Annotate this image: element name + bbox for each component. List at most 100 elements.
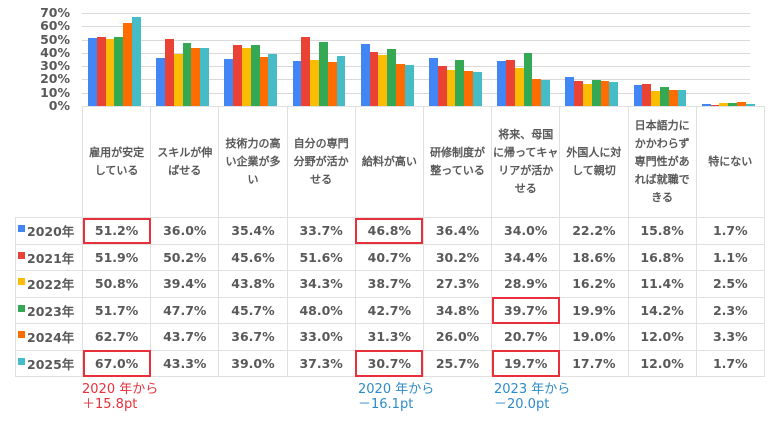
bar (472, 71, 482, 106)
bar (541, 79, 550, 106)
table-corner (15, 106, 83, 218)
legend-year: 2022年 (15, 270, 83, 298)
table-cell: 25.7% (422, 349, 493, 377)
bar (360, 43, 370, 106)
bar (582, 84, 592, 106)
annotation-line2: ＋15.8pt (82, 397, 138, 412)
bar (164, 39, 174, 106)
bar (668, 90, 678, 106)
y-tick-label: 50% (40, 31, 70, 47)
bar (250, 45, 260, 106)
table-cell: 35.4% (218, 217, 288, 245)
bar-group (292, 0, 346, 106)
gridline (82, 39, 750, 41)
bar-group (429, 0, 482, 106)
annotation-employment-stable: 2020 年から ＋15.8pt (82, 382, 158, 412)
table-cell: 28.9% (491, 270, 561, 298)
table-cell: 19.7% (491, 349, 561, 377)
y-tick-label: 60% (40, 18, 70, 34)
category-header: 外国人に対 して親切 (559, 106, 629, 218)
bar (677, 90, 687, 106)
category-header: スキルが伸 ばせる (150, 106, 220, 218)
bar (123, 22, 132, 106)
table-cell: 51.7% (81, 296, 152, 324)
table-row: 2021年 51.9% 50.2% 45.6% 51.6% 40.7% 30.2% 34.4%… (15, 243, 765, 271)
bar (182, 42, 192, 106)
table-cell: 2.5% (695, 270, 765, 298)
table-cell: 47.7% (150, 296, 220, 324)
table-cell: 38.7% (354, 270, 424, 298)
legend-swatch-icon (18, 331, 25, 339)
table-cell: 48.0% (286, 296, 356, 324)
bar-group (565, 0, 619, 106)
table-row: 2022年 50.8% 39.4% 43.8% 34.3% 38.7% 27.3% 28.9%… (15, 270, 765, 298)
category-header: 日本語力に かかわらず 専門性があ れば就職で きる (627, 106, 697, 218)
annotation-line2: －20.0pt (494, 397, 550, 412)
gridline (82, 13, 750, 14)
bar (191, 47, 201, 106)
bar (292, 61, 302, 106)
table-cell: 15.8% (627, 217, 697, 245)
table-cell: 27.3% (422, 270, 493, 298)
bar (310, 60, 319, 106)
table-header-row: 雇用が安定 している スキルが伸 ばせる 技術力の高 い企業が多い自分の専門 分野が活か せる… (15, 106, 765, 218)
bar (523, 53, 533, 106)
table-cell: 19.0% (559, 323, 629, 351)
bar (464, 71, 473, 106)
table-cell: 36.0% (150, 217, 220, 245)
table-cell: 12.0% (627, 349, 697, 377)
gridline (82, 66, 750, 68)
bar (200, 48, 209, 106)
bar (600, 80, 610, 106)
table-cell: 50.8% (81, 270, 152, 298)
bar-group (88, 0, 141, 106)
table-cell: 16.8% (627, 243, 697, 271)
bar-group (701, 0, 755, 106)
bar-group (156, 0, 209, 106)
gridline (82, 92, 750, 94)
bar (745, 103, 755, 106)
bar (404, 65, 414, 106)
bar (224, 58, 234, 106)
table-cell: 33.7% (286, 217, 356, 245)
bar (446, 69, 456, 106)
legend-swatch-icon (18, 357, 25, 365)
table-cell: 30.2% (422, 243, 493, 271)
table-cell: 51.9% (81, 243, 152, 271)
bar-chart: 70% 60% 50% 40% 30% 20% 10% 0% (0, 0, 780, 112)
gridline (82, 52, 750, 54)
table-cell: 26.0% (422, 323, 493, 351)
table-cell: 30.7% (354, 349, 424, 377)
category-header: 将来、母国 に帰ってキャ リアが活か せる (491, 106, 561, 218)
bar (233, 45, 242, 106)
bar (651, 90, 660, 106)
table-cell: 42.7% (354, 296, 424, 324)
bar (633, 85, 643, 106)
table-cell: 43.3% (150, 349, 220, 377)
category-header: 給料が高い (354, 106, 424, 218)
bar (574, 81, 583, 106)
legend-year: 2024年 (15, 323, 83, 351)
table-cell: 31.3% (354, 323, 424, 351)
annotation-line1: 2020 年から (358, 382, 435, 397)
bar (241, 47, 251, 106)
table-cell: 1.7% (695, 217, 765, 245)
bar (455, 59, 465, 106)
category-header: 自分の専門 分野が活か せる (286, 106, 356, 218)
table-cell: 20.7% (491, 323, 561, 351)
bar (114, 37, 124, 106)
category-header: 雇用が安定 している (81, 106, 152, 218)
legend-year: 2023年 (15, 296, 83, 324)
bar (318, 42, 328, 106)
bar (532, 78, 542, 106)
table-cell: 18.6% (559, 243, 629, 271)
bar (156, 58, 165, 106)
bar (327, 62, 337, 106)
table-cell: 45.6% (218, 243, 288, 271)
bar (565, 76, 575, 106)
table-cell: 34.8% (422, 296, 493, 324)
bar (336, 56, 346, 106)
y-tick-label: 40% (40, 44, 70, 60)
bar (131, 17, 141, 106)
table-cell: 34.0% (491, 217, 561, 245)
